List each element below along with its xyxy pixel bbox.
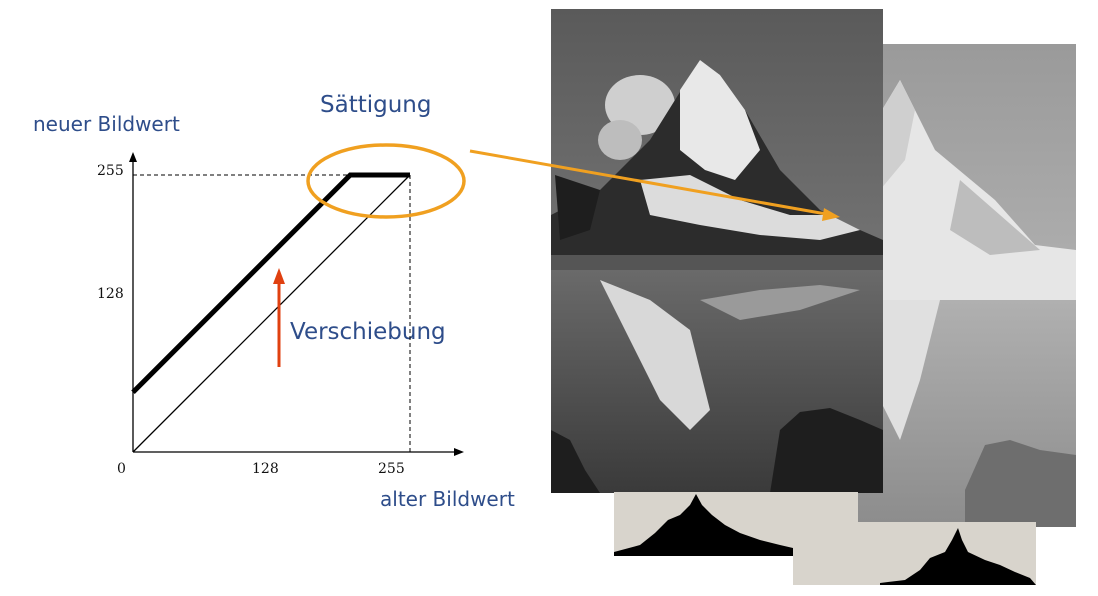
saturation-label: Sättigung xyxy=(320,92,432,118)
shift-label: Verschiebung xyxy=(290,319,446,345)
x-axis-arrowhead xyxy=(454,448,464,456)
highlight-arrow xyxy=(469,149,840,221)
shift-arrow xyxy=(273,268,285,367)
photo-brightened xyxy=(858,44,1076,527)
origin-tick-0: 0 xyxy=(117,461,126,477)
photo-original xyxy=(551,9,883,493)
histogram-original xyxy=(614,492,858,556)
series-layer xyxy=(131,172,411,453)
x-axis-label: alter Bildwert xyxy=(380,487,515,511)
y-tick-255: 255 xyxy=(97,163,124,179)
y-tick-128: 128 xyxy=(97,286,124,302)
axes xyxy=(129,152,464,456)
x-tick-255: 255 xyxy=(378,461,405,477)
identity-line xyxy=(132,174,411,453)
saturation-ellipse xyxy=(306,143,466,219)
shifted-curve xyxy=(131,172,410,395)
x-tick-128: 128 xyxy=(252,461,279,477)
y-axis-label: neuer Bildwert xyxy=(33,112,180,136)
y-axis-arrowhead xyxy=(129,152,137,162)
